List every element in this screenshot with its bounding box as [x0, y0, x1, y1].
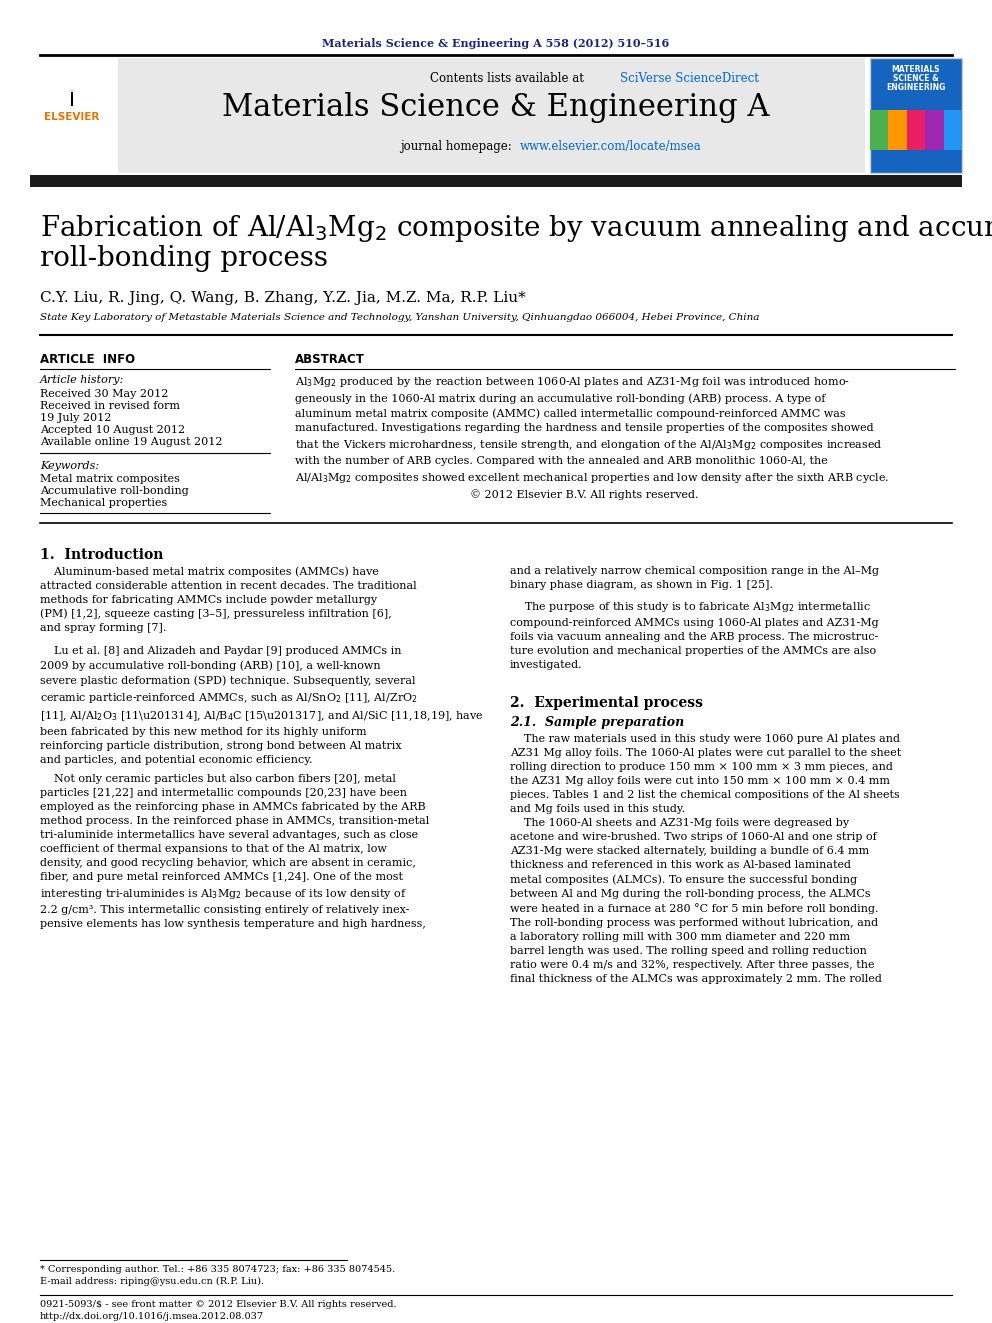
Text: SciVerse ScienceDirect: SciVerse ScienceDirect [620, 71, 759, 85]
Text: 1.  Introduction: 1. Introduction [40, 548, 164, 562]
Text: Article history:: Article history: [40, 374, 124, 385]
FancyBboxPatch shape [907, 110, 926, 149]
Text: roll-bonding process: roll-bonding process [40, 245, 328, 273]
FancyBboxPatch shape [943, 110, 962, 149]
Text: and a relatively narrow chemical composition range in the Al–Mg
binary phase dia: and a relatively narrow chemical composi… [510, 566, 879, 590]
Text: Not only ceramic particles but also carbon fibers [20], metal
particles [21,22] : Not only ceramic particles but also carb… [40, 774, 430, 929]
FancyBboxPatch shape [870, 58, 962, 173]
Text: ELSEVIER: ELSEVIER [45, 112, 99, 122]
Text: Accepted 10 August 2012: Accepted 10 August 2012 [40, 425, 186, 435]
Text: http://dx.doi.org/10.1016/j.msea.2012.08.037: http://dx.doi.org/10.1016/j.msea.2012.08… [40, 1312, 264, 1320]
Text: Aluminum-based metal matrix composites (AMMCs) have
attracted considerable atten: Aluminum-based metal matrix composites (… [40, 566, 417, 634]
Text: journal homepage:: journal homepage: [400, 140, 516, 153]
Text: Keywords:: Keywords: [40, 460, 99, 471]
Text: Accumulative roll-bonding: Accumulative roll-bonding [40, 486, 188, 496]
Text: 0921-5093/$ - see front matter © 2012 Elsevier B.V. All rights reserved.: 0921-5093/$ - see front matter © 2012 El… [40, 1301, 397, 1308]
Text: The raw materials used in this study were 1060 pure Al plates and
AZ31 Mg alloy : The raw materials used in this study wer… [510, 734, 902, 984]
Text: 19 July 2012: 19 July 2012 [40, 413, 111, 423]
Text: Fabrication of Al/Al$_3$Mg$_2$ composite by vacuum annealing and accumulative: Fabrication of Al/Al$_3$Mg$_2$ composite… [40, 213, 992, 243]
FancyBboxPatch shape [926, 110, 943, 149]
Text: Received 30 May 2012: Received 30 May 2012 [40, 389, 169, 400]
Text: 2.1.  Sample preparation: 2.1. Sample preparation [510, 716, 684, 729]
Text: 2.  Experimental process: 2. Experimental process [510, 696, 703, 710]
Text: Metal matrix composites: Metal matrix composites [40, 474, 180, 484]
Text: Mechanical properties: Mechanical properties [40, 497, 168, 508]
Text: ARTICLE  INFO: ARTICLE INFO [40, 353, 135, 366]
Text: Al$_3$Mg$_2$ produced by the reaction between 1060-Al plates and AZ31-Mg foil wa: Al$_3$Mg$_2$ produced by the reaction be… [295, 374, 889, 500]
Text: E-mail address: riping@ysu.edu.cn (R.P. Liu).: E-mail address: riping@ysu.edu.cn (R.P. … [40, 1277, 264, 1286]
Text: SCIENCE &: SCIENCE & [893, 74, 938, 83]
Text: ENGINEERING: ENGINEERING [886, 83, 945, 93]
Text: www.elsevier.com/locate/msea: www.elsevier.com/locate/msea [520, 140, 701, 153]
Text: Contents lists available at: Contents lists available at [430, 71, 587, 85]
Text: State Key Laboratory of Metastable Materials Science and Technology, Yanshan Uni: State Key Laboratory of Metastable Mater… [40, 314, 759, 321]
Text: MATERIALS: MATERIALS [892, 65, 940, 74]
Text: ABSTRACT: ABSTRACT [295, 353, 365, 366]
FancyBboxPatch shape [30, 58, 118, 173]
FancyBboxPatch shape [65, 58, 865, 173]
Text: * Corresponding author. Tel.: +86 335 8074723; fax: +86 335 8074545.: * Corresponding author. Tel.: +86 335 80… [40, 1265, 395, 1274]
Text: Materials Science & Engineering A: Materials Science & Engineering A [222, 93, 770, 123]
Text: Lu et al. [8] and Alizadeh and Paydar [9] produced AMMCs in
2009 by accumulative: Lu et al. [8] and Alizadeh and Paydar [9… [40, 646, 484, 765]
Text: Available online 19 August 2012: Available online 19 August 2012 [40, 437, 222, 447]
FancyBboxPatch shape [889, 110, 907, 149]
Text: Received in revised form: Received in revised form [40, 401, 180, 411]
FancyBboxPatch shape [870, 110, 889, 149]
Text: C.Y. Liu, R. Jing, Q. Wang, B. Zhang, Y.Z. Jia, M.Z. Ma, R.P. Liu*: C.Y. Liu, R. Jing, Q. Wang, B. Zhang, Y.… [40, 291, 526, 306]
FancyBboxPatch shape [30, 175, 962, 187]
Text: The purpose of this study is to fabricate Al$_3$Mg$_2$ intermetallic
compound-re: The purpose of this study is to fabricat… [510, 601, 879, 669]
Text: Materials Science & Engineering A 558 (2012) 510–516: Materials Science & Engineering A 558 (2… [322, 38, 670, 49]
